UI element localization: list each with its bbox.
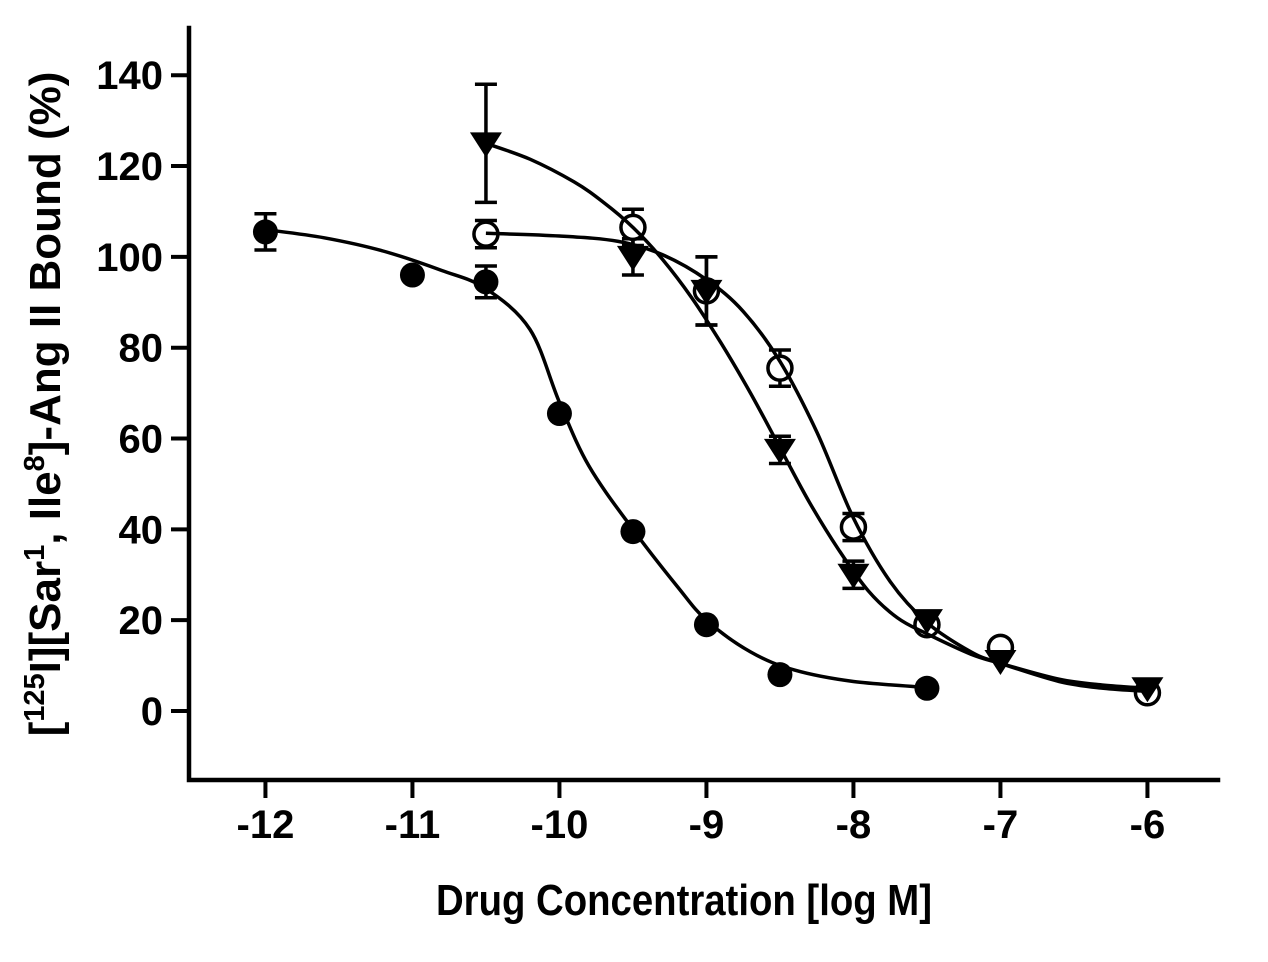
- marker-filled-circle: [914, 675, 940, 701]
- x-tick-label: -9: [689, 803, 725, 847]
- open-markers-layer: [472, 213, 1162, 707]
- marker-filled-circle: [473, 269, 499, 295]
- axes-lines: [186, 25, 1221, 783]
- marker-filled-triangle: [984, 650, 1017, 676]
- y-tick-label: 0: [141, 690, 163, 734]
- marker-filled-circle: [620, 519, 646, 545]
- y-axis-title: [125I][Sar1, Ile8]-Ang II Bound (%): [19, 72, 70, 737]
- marker-filled-triangle: [763, 438, 796, 464]
- y-tick-label: 100: [96, 236, 163, 280]
- y-tick-label: 20: [119, 599, 164, 643]
- y-tick-label: 80: [119, 327, 164, 371]
- marker-filled-triangle: [1131, 677, 1164, 703]
- marker-filled-triangle: [837, 563, 870, 589]
- y-tick-label: 120: [96, 145, 163, 189]
- solid-markers-layer: [252, 132, 1164, 703]
- x-tick-label: -7: [983, 803, 1019, 847]
- marker-filled-triangle: [616, 245, 649, 271]
- x-tick-label: -10: [531, 803, 589, 847]
- x-tick-label: -11: [385, 803, 441, 847]
- x-tick-label: -6: [1130, 803, 1166, 847]
- marker-filled-circle: [693, 612, 719, 638]
- marker-filled-triangle: [469, 132, 502, 158]
- marker-filled-circle: [767, 662, 793, 688]
- x-tick-label: -12: [237, 803, 295, 847]
- marker-filled-triangle: [910, 609, 943, 635]
- fit-curve-filled-triangle: [485, 141, 1148, 691]
- x-axis-title: Drug Concentration [log M]: [436, 876, 932, 925]
- y-tick-label: 40: [119, 508, 164, 552]
- marker-filled-circle: [546, 401, 572, 427]
- y-tick-label: 60: [119, 418, 164, 462]
- x-tick-label: -8: [836, 803, 872, 847]
- error-bars-layer: [254, 82, 865, 591]
- marker-filled-circle: [399, 262, 425, 288]
- y-tick-label: 140: [96, 54, 163, 98]
- marker-filled-circle: [252, 219, 278, 245]
- marker-filled-triangle: [690, 279, 723, 305]
- fit-curves-layer: [265, 141, 1148, 694]
